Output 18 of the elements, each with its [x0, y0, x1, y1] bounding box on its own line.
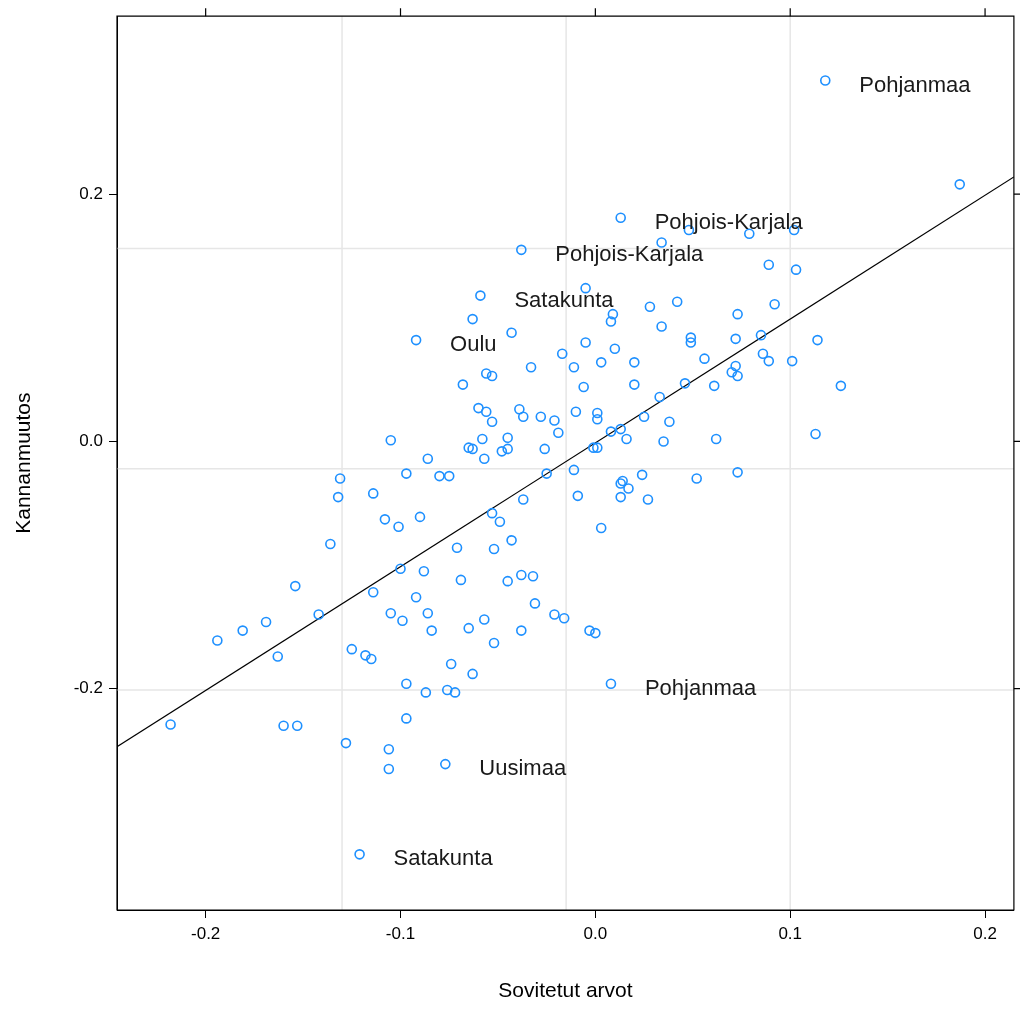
- x-tick-label: -0.2: [191, 923, 221, 943]
- x-tick-label: 0.1: [778, 923, 803, 943]
- annotation: Satakunta: [393, 845, 494, 871]
- y-tick-label: -0.2: [73, 678, 103, 698]
- x-tick-label: 0.0: [583, 923, 608, 943]
- y-tick-label: 0.0: [79, 431, 103, 451]
- annotation: Pohjanmaa: [644, 674, 758, 700]
- annotation: Uusimaa: [479, 755, 567, 781]
- annotation: Satakunta: [514, 286, 615, 312]
- y-tick-label: 0.2: [79, 183, 103, 203]
- x-tick-label: -0.1: [385, 923, 416, 943]
- y-axis-title: Kannanmuutos: [11, 392, 35, 534]
- annotation: Oulu: [450, 331, 497, 357]
- annotation: Pohjanmaa: [859, 71, 972, 97]
- annotation: Pohjois-Karjala: [555, 240, 705, 266]
- x-tick-label: 0.2: [973, 923, 997, 943]
- x-axis-title: Sovitetut arvot: [498, 978, 633, 1002]
- annotation: Pohjois-Karjala: [654, 208, 804, 234]
